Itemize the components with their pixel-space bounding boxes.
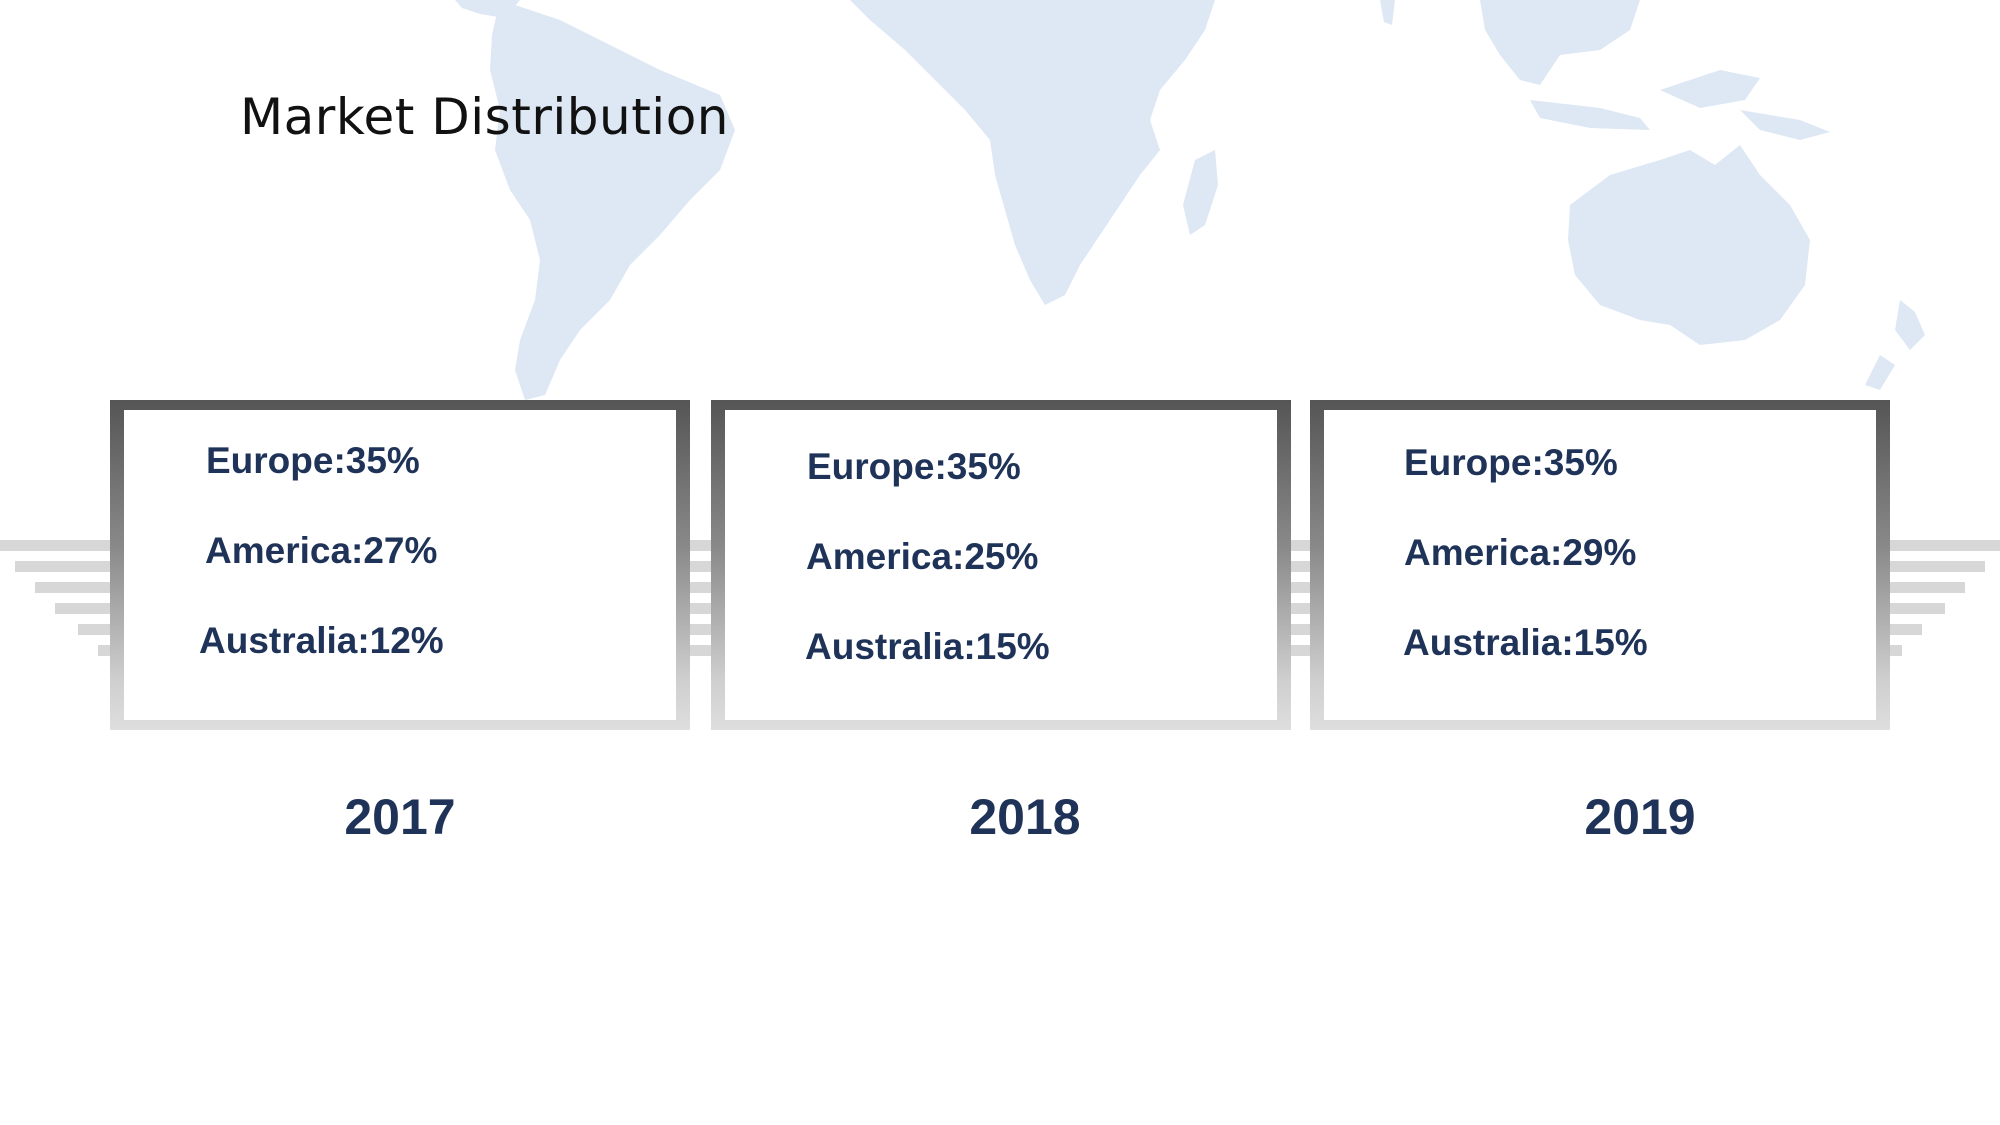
year-label-2017: 2017 <box>344 789 456 845</box>
map-madagascar <box>1183 150 1218 235</box>
map-new-zealand-south <box>1865 355 1895 390</box>
card-panel: Europe:35% America:27% Australia:12% <box>124 410 676 720</box>
map-islands-3 <box>1740 110 1830 140</box>
card-line-australia: Australia:15% <box>805 626 1050 667</box>
year-label-2018: 2018 <box>969 789 1081 845</box>
card-line-europe: Europe:35% <box>206 440 420 481</box>
map-islands-1 <box>1530 100 1650 130</box>
card-line-america: America:27% <box>205 530 438 571</box>
card-panel: Europe:35% America:29% Australia:15% <box>1324 410 1876 720</box>
distribution-card-2018: Europe:35% America:25% Australia:15% <box>711 400 1291 730</box>
card-panel: Europe:35% America:25% Australia:15% <box>725 410 1277 720</box>
page-title: Market Distribution <box>240 88 729 146</box>
world-map-background <box>455 0 1925 400</box>
card-line-america: America:25% <box>806 536 1039 577</box>
map-south-america <box>490 0 735 400</box>
map-australia <box>1568 145 1810 345</box>
card-line-australia: Australia:12% <box>199 620 444 661</box>
year-label-2019: 2019 <box>1584 789 1696 845</box>
card-line-europe: Europe:35% <box>1404 442 1618 483</box>
map-new-zealand <box>1895 300 1925 350</box>
card-line-europe: Europe:35% <box>807 446 1021 487</box>
distribution-card-2017: Europe:35% America:27% Australia:12% <box>110 400 690 730</box>
card-line-america: America:29% <box>1404 532 1637 573</box>
map-asia <box>1480 0 1640 85</box>
map-africa <box>850 0 1215 305</box>
card-line-australia: Australia:15% <box>1403 622 1648 663</box>
distribution-card-2019: Europe:35% America:29% Australia:15% <box>1310 400 1890 730</box>
map-islands-4 <box>1380 0 1395 25</box>
map-islands-2 <box>1660 70 1760 108</box>
